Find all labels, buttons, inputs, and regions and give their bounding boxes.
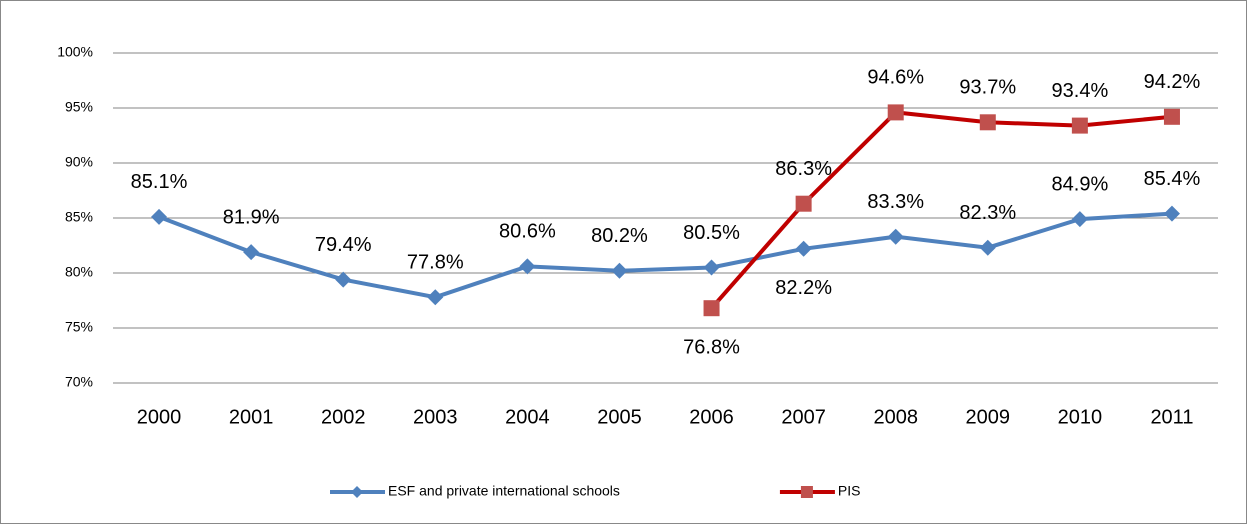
point-marker — [979, 239, 996, 256]
point-marker — [887, 104, 904, 121]
x-tick-label: 2011 — [1150, 406, 1193, 428]
y-tick-label: 80% — [65, 264, 93, 280]
data-label: 83.3% — [867, 191, 924, 213]
y-tick-label: 100% — [57, 44, 93, 60]
data-label: 82.2% — [775, 277, 832, 299]
x-tick-label: 2009 — [966, 406, 1011, 428]
x-tick-label: 2003 — [413, 406, 458, 428]
data-label: 93.4% — [1052, 80, 1109, 102]
data-label: 80.2% — [591, 225, 648, 247]
data-label: 85.4% — [1144, 168, 1201, 190]
y-tick-label: 75% — [65, 319, 93, 335]
point-marker — [887, 228, 904, 245]
data-label: 80.6% — [499, 221, 556, 243]
data-label: 80.5% — [683, 222, 740, 244]
data-label: 82.3% — [959, 202, 1016, 224]
data-label: 79.4% — [315, 234, 372, 256]
x-tick-label: 2002 — [321, 406, 366, 428]
data-label: 93.7% — [959, 77, 1016, 99]
data-label: 85.1% — [131, 171, 188, 193]
x-tick-label: 2004 — [505, 406, 550, 428]
y-tick-label: 95% — [65, 99, 93, 115]
x-tick-label: 2010 — [1058, 406, 1103, 428]
data-label: 84.9% — [1052, 173, 1109, 195]
x-tick-label: 2001 — [229, 406, 274, 428]
x-tick-label: 2007 — [781, 406, 826, 428]
point-marker — [795, 195, 812, 212]
point-marker — [1163, 205, 1180, 222]
point-marker — [703, 259, 720, 276]
point-marker — [243, 244, 260, 261]
data-label: 76.8% — [683, 336, 740, 358]
series-line — [710, 110, 1173, 310]
point-marker — [703, 300, 720, 317]
point-marker — [979, 114, 996, 131]
data-label: 77.8% — [407, 251, 464, 273]
point-marker — [335, 271, 352, 288]
point-marker — [1163, 108, 1180, 125]
data-label: 94.6% — [867, 67, 924, 89]
point-marker — [519, 258, 536, 275]
legend-label: PIS — [838, 483, 861, 499]
x-tick-label: 2000 — [137, 406, 182, 428]
point-marker — [795, 240, 812, 257]
legend-marker — [351, 486, 363, 498]
legend-label: ESF and private international schools — [388, 483, 620, 499]
point-marker — [427, 289, 444, 306]
data-label: 86.3% — [775, 158, 832, 180]
legend-marker — [800, 486, 813, 498]
point-marker — [1071, 211, 1088, 228]
point-marker — [1071, 117, 1088, 134]
data-label: 81.9% — [223, 206, 280, 228]
point-marker — [151, 208, 168, 225]
data-label: 94.2% — [1144, 71, 1201, 93]
y-tick-label: 85% — [65, 209, 93, 225]
x-tick-label: 2006 — [689, 406, 734, 428]
x-tick-label: 2008 — [873, 406, 918, 428]
x-tick-label: 2005 — [597, 406, 642, 428]
y-tick-label: 70% — [65, 374, 93, 390]
y-tick-label: 90% — [65, 154, 93, 170]
series-line — [158, 211, 1173, 300]
point-marker — [611, 262, 628, 279]
